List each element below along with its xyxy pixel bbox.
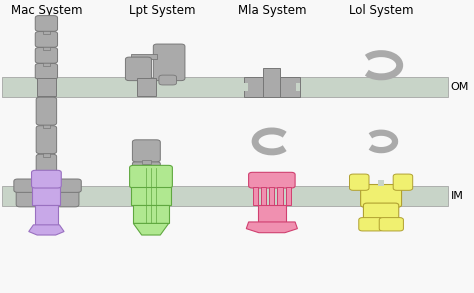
FancyBboxPatch shape xyxy=(153,44,185,81)
FancyBboxPatch shape xyxy=(56,185,79,207)
FancyBboxPatch shape xyxy=(32,187,60,205)
FancyBboxPatch shape xyxy=(55,179,81,193)
FancyBboxPatch shape xyxy=(16,185,38,207)
FancyBboxPatch shape xyxy=(133,205,169,223)
FancyBboxPatch shape xyxy=(36,154,56,182)
FancyBboxPatch shape xyxy=(126,57,152,81)
FancyBboxPatch shape xyxy=(379,218,403,231)
FancyBboxPatch shape xyxy=(43,123,50,128)
FancyBboxPatch shape xyxy=(296,83,300,91)
FancyBboxPatch shape xyxy=(132,162,160,184)
Polygon shape xyxy=(29,225,64,235)
FancyBboxPatch shape xyxy=(36,97,56,125)
FancyBboxPatch shape xyxy=(159,75,176,85)
FancyBboxPatch shape xyxy=(258,205,286,222)
FancyBboxPatch shape xyxy=(142,160,151,164)
FancyBboxPatch shape xyxy=(43,61,50,66)
FancyBboxPatch shape xyxy=(37,78,56,96)
FancyBboxPatch shape xyxy=(364,203,399,223)
Text: IM: IM xyxy=(451,191,464,201)
FancyBboxPatch shape xyxy=(32,170,61,188)
FancyBboxPatch shape xyxy=(378,180,384,186)
FancyBboxPatch shape xyxy=(43,45,50,50)
FancyBboxPatch shape xyxy=(261,187,266,205)
FancyBboxPatch shape xyxy=(253,187,258,205)
FancyBboxPatch shape xyxy=(269,187,274,205)
FancyBboxPatch shape xyxy=(132,140,160,162)
FancyBboxPatch shape xyxy=(35,64,57,79)
FancyBboxPatch shape xyxy=(43,152,50,156)
FancyBboxPatch shape xyxy=(35,47,57,63)
FancyBboxPatch shape xyxy=(359,218,383,231)
Polygon shape xyxy=(246,222,297,233)
FancyBboxPatch shape xyxy=(35,205,57,225)
FancyBboxPatch shape xyxy=(35,32,57,47)
FancyBboxPatch shape xyxy=(264,68,280,97)
FancyBboxPatch shape xyxy=(280,77,300,97)
FancyBboxPatch shape xyxy=(2,77,448,97)
FancyBboxPatch shape xyxy=(361,185,401,207)
FancyBboxPatch shape xyxy=(2,186,448,206)
FancyBboxPatch shape xyxy=(349,174,369,190)
Text: Lol System: Lol System xyxy=(349,4,413,17)
Text: OM: OM xyxy=(451,82,469,92)
FancyBboxPatch shape xyxy=(285,187,291,205)
FancyBboxPatch shape xyxy=(129,165,173,188)
Text: Mac System: Mac System xyxy=(10,4,82,17)
FancyBboxPatch shape xyxy=(131,187,171,205)
FancyBboxPatch shape xyxy=(35,16,57,31)
FancyBboxPatch shape xyxy=(393,174,413,190)
FancyBboxPatch shape xyxy=(244,83,248,91)
FancyBboxPatch shape xyxy=(14,179,41,193)
Polygon shape xyxy=(133,223,169,235)
Text: Lpt System: Lpt System xyxy=(129,4,196,17)
Text: Mla System: Mla System xyxy=(237,4,306,17)
FancyBboxPatch shape xyxy=(248,172,295,188)
FancyBboxPatch shape xyxy=(36,126,56,154)
FancyBboxPatch shape xyxy=(244,77,264,97)
FancyBboxPatch shape xyxy=(131,54,157,59)
FancyBboxPatch shape xyxy=(43,29,50,34)
FancyBboxPatch shape xyxy=(277,187,283,205)
FancyBboxPatch shape xyxy=(137,78,155,96)
